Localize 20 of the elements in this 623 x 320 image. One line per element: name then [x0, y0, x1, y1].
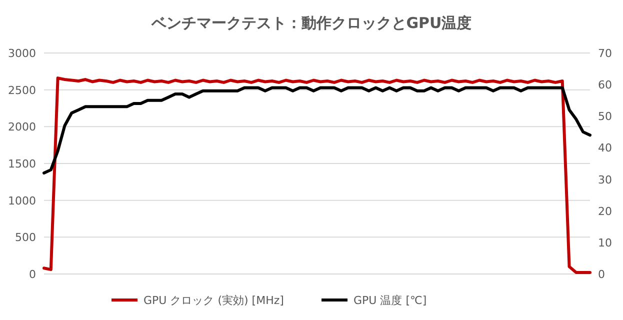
line-series [42, 76, 592, 274]
y2-tick-label: 70 [598, 47, 612, 60]
y2-tick-label: 40 [598, 142, 612, 155]
y-tick-label: 0 [29, 268, 36, 281]
chart-title: ベンチマークテスト：動作クロックとGPU温度 [150, 14, 472, 32]
y-tick-label: 1500 [8, 158, 36, 170]
y2-tick-label: 60 [598, 78, 612, 92]
line-series [42, 86, 592, 174]
legend-label: GPU 温度 [℃] [354, 294, 427, 307]
legend-label: GPU クロック (実効) [MHz] [144, 294, 284, 307]
y-tick-label: 3000 [8, 47, 36, 60]
y2-tick-label: 30 [598, 173, 612, 186]
y2-tick-label: 10 [598, 236, 612, 250]
y2-tick-label: 20 [598, 204, 612, 218]
y-tick-label: 1000 [8, 194, 36, 208]
y-tick-label: 2000 [8, 120, 36, 134]
y2-tick-label: 50 [598, 110, 612, 124]
y-tick-label: 500 [15, 231, 36, 244]
y2-tick-label: 0 [598, 268, 605, 281]
y-tick-label: 2500 [8, 84, 36, 97]
